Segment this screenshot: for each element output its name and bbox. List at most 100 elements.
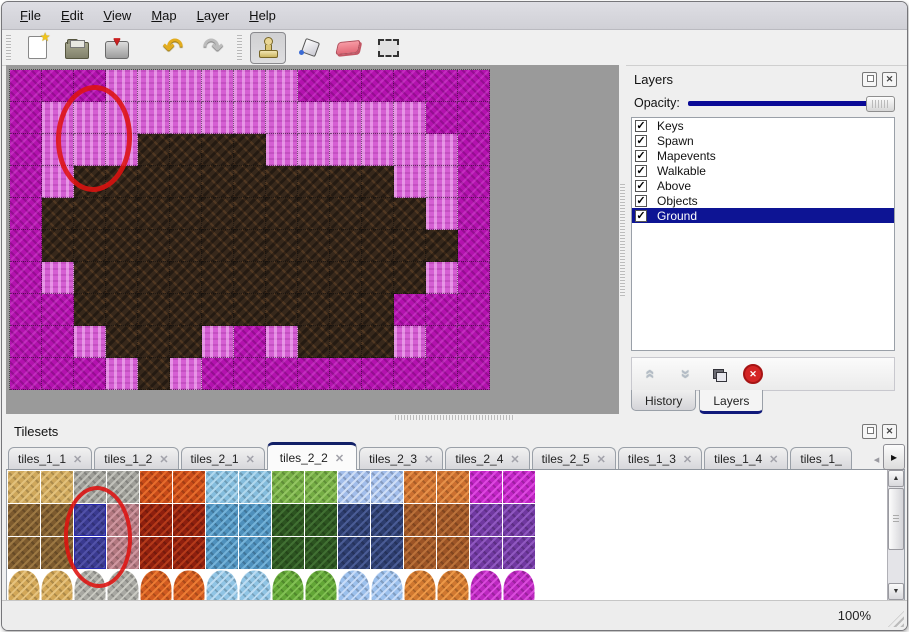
map-tile-dark-earth[interactable] (330, 262, 362, 294)
tab-close-icon[interactable]: ✕ (682, 453, 693, 466)
map-tile-magenta-rock[interactable] (10, 230, 42, 262)
tileset-tile-vine_dark[interactable] (272, 537, 304, 569)
map-tile-dark-earth[interactable] (138, 198, 170, 230)
tileset-tile-ice[interactable] (239, 504, 271, 536)
map-tile-light-pink-rock[interactable] (362, 134, 394, 166)
map-tile-dark-earth[interactable] (266, 198, 298, 230)
map-tile-light-pink-rock[interactable] (394, 166, 426, 198)
map-tile-dark-earth[interactable] (202, 166, 234, 198)
map-tile-magenta-rock[interactable] (330, 70, 362, 102)
map-tile-light-pink-rock[interactable] (298, 134, 330, 166)
map-tile-magenta-rock[interactable] (458, 102, 490, 134)
map-tile-magenta-rock[interactable] (10, 358, 42, 390)
tileset-tile-fire[interactable] (173, 504, 205, 536)
map-tile-light-pink-rock[interactable] (42, 134, 74, 166)
map-tile-light-pink-rock[interactable] (106, 134, 138, 166)
tab-close-icon[interactable]: ✕ (424, 453, 434, 466)
map-tile-dark-earth[interactable] (394, 198, 426, 230)
new-file-button[interactable] (19, 30, 55, 64)
map-tile-dark-earth[interactable] (266, 262, 298, 294)
menu-item-edit[interactable]: Edit (60, 8, 84, 23)
map-tile-dark-earth[interactable] (42, 198, 74, 230)
tileset-tile-pebble_dark[interactable] (404, 537, 436, 569)
tileset-tile-tan[interactable] (41, 471, 73, 503)
map-tile-light-pink-rock[interactable] (394, 326, 426, 358)
tileset-tile-fire[interactable] (173, 537, 205, 569)
tileset-tab-tiles_1_[interactable]: tiles_1_ (790, 447, 852, 470)
tab-close-icon[interactable]: ✕ (245, 453, 255, 466)
map-tile-magenta-rock[interactable] (458, 70, 490, 102)
map-tile-magenta-rock[interactable] (234, 326, 266, 358)
scroll-tabs-right-icon[interactable]: ▸ (883, 444, 905, 470)
map-tile-dark-earth[interactable] (170, 294, 202, 326)
tileset-tile-pebble_dark[interactable] (437, 537, 469, 569)
menu-item-help[interactable]: Help (249, 8, 276, 23)
map-tile-dark-earth[interactable] (202, 294, 234, 326)
layer-row-objects[interactable]: ✓ Objects (632, 193, 894, 208)
map-tile-dark-earth[interactable] (170, 230, 202, 262)
map-tile-dark-earth[interactable] (170, 198, 202, 230)
tileset-tile-vine_light[interactable] (272, 471, 304, 503)
tileset-tile-lava[interactable] (173, 471, 205, 503)
tab-close-icon[interactable]: ✕ (510, 453, 520, 466)
checkbox-checked-icon[interactable]: ✓ (635, 134, 647, 147)
resize-grip-icon[interactable] (888, 611, 904, 627)
map-tile-light-pink-rock[interactable] (74, 102, 106, 134)
map-tile-dark-earth[interactable] (170, 326, 202, 358)
checkbox-checked-icon[interactable]: ✓ (635, 164, 647, 177)
map-tile-magenta-rock[interactable] (42, 70, 74, 102)
tileset-tile-ice[interactable] (206, 537, 238, 569)
duplicate-layer-button[interactable] (708, 363, 730, 385)
map-tile-dark-earth[interactable] (138, 230, 170, 262)
map-tile-light-pink-rock[interactable] (170, 358, 202, 390)
tab-close-icon[interactable]: ✕ (73, 453, 83, 466)
tileset-tile-web_purple[interactable] (470, 537, 502, 569)
map-tile-dark-earth[interactable] (202, 134, 234, 166)
checkbox-checked-icon[interactable]: ✓ (635, 194, 647, 207)
map-tile-light-pink-rock[interactable] (106, 70, 138, 102)
map-tile-light-pink-rock[interactable] (170, 102, 202, 134)
map-tile-magenta-rock[interactable] (458, 358, 490, 390)
scroll-down-icon[interactable]: ▼ (888, 583, 904, 600)
tileset-tile-lava_blob[interactable] (173, 570, 205, 600)
redo-button[interactable]: ↷ (195, 32, 231, 64)
map-tile-light-pink-rock[interactable] (394, 134, 426, 166)
map-tile-dark-earth[interactable] (170, 166, 202, 198)
tileset-tab-tiles_1_3[interactable]: tiles_1_3 ✕ (617, 447, 703, 470)
tileset-tile-crystal_blob[interactable] (371, 570, 403, 600)
tab-close-icon[interactable]: ✕ (159, 453, 169, 466)
tileset-tile-crystal_light[interactable] (371, 471, 403, 503)
scroll-tabs-left-icon[interactable]: ◂ (873, 453, 880, 466)
tileset-tab-tiles_2_4[interactable]: tiles_2_4 ✕ (445, 447, 530, 470)
map-tile-magenta-rock[interactable] (10, 166, 42, 198)
map-tile-light-pink-rock[interactable] (394, 102, 426, 134)
toolbar-handle-icon[interactable] (6, 34, 11, 61)
map-tile-dark-earth[interactable] (234, 166, 266, 198)
tileset-tile-scale_blob[interactable] (206, 570, 238, 600)
layer-row-spawn[interactable]: ✓ Spawn (632, 133, 894, 148)
map-tile-dark-earth[interactable] (266, 166, 298, 198)
map-viewport[interactable] (6, 65, 619, 414)
map-tile-dark-earth[interactable] (42, 230, 74, 262)
tileset-tile-rock[interactable] (107, 471, 139, 503)
float-window-icon[interactable] (862, 423, 877, 439)
tileset-tile-selected[interactable] (74, 537, 106, 569)
map-tile-dark-earth[interactable] (330, 230, 362, 262)
lower-layer-button[interactable]: « (674, 363, 696, 385)
map-tile-light-pink-rock[interactable] (74, 326, 106, 358)
map-tile-dark-earth[interactable] (298, 326, 330, 358)
toolbar-handle-icon[interactable] (237, 34, 242, 61)
tileset-tile-web_magenta[interactable] (470, 471, 502, 503)
map-tile-light-pink-rock[interactable] (106, 102, 138, 134)
scroll-up-icon[interactable]: ▲ (888, 470, 904, 487)
map-tile-dark-earth[interactable] (394, 262, 426, 294)
tileset-tile-web_magenta[interactable] (503, 471, 535, 503)
map-tile-dark-earth[interactable] (106, 262, 138, 294)
map-tile-magenta-rock[interactable] (42, 294, 74, 326)
tileset-tile-web_purple[interactable] (470, 504, 502, 536)
map-tile-light-pink-rock[interactable] (330, 134, 362, 166)
map-tile-dark-earth[interactable] (234, 230, 266, 262)
tileset-tab-tiles_2_2[interactable]: tiles_2_2 ✕ (266, 442, 358, 470)
tileset-tile-mauve[interactable] (107, 537, 139, 569)
tileset-tile-crystal_dark[interactable] (371, 537, 403, 569)
